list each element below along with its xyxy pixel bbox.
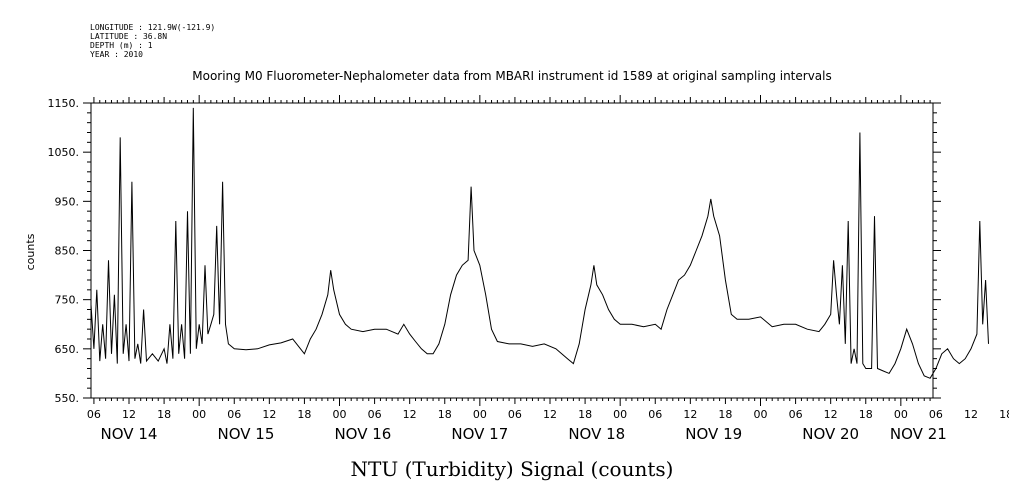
x-tick-label: 12: [543, 408, 557, 421]
x-day-label: NOV 20: [802, 425, 859, 443]
x-day-label: NOV 15: [218, 425, 275, 443]
series-line: [90, 107, 989, 379]
x-day-label: NOV 17: [451, 425, 508, 443]
x-tick-label: 06: [648, 408, 662, 421]
x-tick-label: 00: [754, 408, 768, 421]
y-tick-label: 1050.: [48, 146, 80, 159]
y-axis-label: counts: [24, 233, 37, 270]
x-tick-label: 00: [192, 408, 206, 421]
x-tick-label: 12: [683, 408, 697, 421]
series-layer: [90, 107, 989, 379]
x-day-label: NOV 16: [334, 425, 391, 443]
chart-title: Mooring M0 Fluorometer-Nephalometer data…: [192, 69, 832, 83]
meta-depth: DEPTH (m) : 1: [90, 41, 153, 50]
x-tick-label: 18: [157, 408, 171, 421]
x-tick-label: 00: [333, 408, 347, 421]
meta-year: YEAR : 2010: [90, 50, 143, 59]
y-tick-label: 950.: [55, 195, 80, 208]
x-tick-label: 12: [964, 408, 978, 421]
x-tick-label: 06: [508, 408, 522, 421]
x-day-label: NOV 14: [101, 425, 158, 443]
x-tick-label: 18: [578, 408, 592, 421]
x-axis-label: NTU (Turbidity) Signal (counts): [351, 457, 674, 481]
x-tick-label: 12: [122, 408, 136, 421]
x-tick-label: 18: [297, 408, 311, 421]
x-tick-label: 00: [894, 408, 908, 421]
x-tick-label: 18: [999, 408, 1009, 421]
y-tick-label: 650.: [55, 343, 80, 356]
x-tick-label: 18: [859, 408, 873, 421]
y-tick-label: 1150.: [48, 97, 80, 110]
x-day-label: NOV 19: [685, 425, 742, 443]
x-tick-label: 06: [87, 408, 101, 421]
x-day-label: NOV 18: [568, 425, 625, 443]
x-tick-label: 12: [824, 408, 838, 421]
x-tick-label: 00: [473, 408, 487, 421]
x-tick-label: 12: [262, 408, 276, 421]
meta-latitude: LATITUDE : 36.8N: [90, 32, 167, 41]
x-tick-label: 00: [613, 408, 627, 421]
x-tick-label: 12: [403, 408, 417, 421]
x-tick-label: 18: [438, 408, 452, 421]
y-axis: 550. 650. 750. 850. 950. 1050. 1150.: [48, 97, 941, 405]
x-tick-label: 18: [718, 408, 732, 421]
x-tick-label: 06: [227, 408, 241, 421]
x-axis: 06 12 18 00 06 12 18 00 06 12 18 00 06 12 18 00 06 12 18 00…: [87, 95, 1009, 443]
y-tick-label: 550.: [55, 392, 80, 405]
x-tick-label: 06: [789, 408, 803, 421]
x-tick-label: 06: [929, 408, 943, 421]
y-tick-label: 750.: [55, 294, 80, 307]
meta-longitude: LONGITUDE : 121.9W(-121.9): [90, 23, 215, 32]
x-day-label: NOV 21: [890, 425, 947, 443]
y-tick-label: 850.: [55, 245, 80, 258]
x-tick-label: 06: [368, 408, 382, 421]
